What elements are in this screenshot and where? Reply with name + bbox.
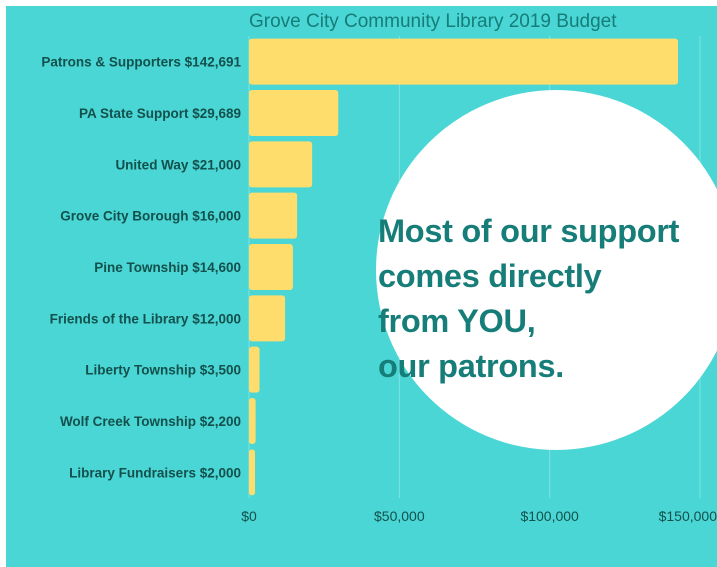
bar <box>249 244 293 290</box>
category-label: Patrons & Supporters $142,691 <box>41 55 241 70</box>
bar <box>249 38 679 85</box>
category-label: Library Fundraisers $2,000 <box>69 465 241 480</box>
category-label: Liberty Township $3,500 <box>85 363 241 378</box>
bar <box>249 346 260 393</box>
callout-line: Most of our support <box>378 213 680 249</box>
bar <box>249 192 298 239</box>
chart-title: Grove City Community Library 2019 Budget <box>249 11 617 32</box>
x-tick-label: $50,000 <box>374 508 425 524</box>
x-tick-label: $150,000 <box>659 508 717 524</box>
bars <box>249 38 679 496</box>
bar <box>249 449 256 496</box>
category-labels: Patrons & Supporters $142,691 PA State Su… <box>41 55 241 481</box>
callout-line: our patrons. <box>378 348 564 384</box>
category-label: Grove City Borough $16,000 <box>60 209 241 224</box>
bar <box>249 295 286 342</box>
bar <box>249 398 256 444</box>
bar <box>249 141 313 188</box>
x-tick-label: $100,000 <box>520 508 579 524</box>
x-tick-label: $0 <box>241 508 257 524</box>
budget-chart: Patrons & Supporters $142,691 PA State Su… <box>6 6 717 567</box>
callout-line: comes directly <box>378 258 602 294</box>
callout-message: Most of our support comes directly from … <box>378 209 717 389</box>
x-axis-ticks: $0 $50,000 $100,000 $150,000 <box>241 508 717 524</box>
bar <box>249 90 339 136</box>
category-label: Friends of the Library $12,000 <box>50 311 241 326</box>
callout-line: from YOU, <box>378 303 536 339</box>
chart-panel: Patrons & Supporters $142,691 PA State Su… <box>6 6 717 567</box>
category-label: Wolf Creek Township $2,200 <box>60 414 241 429</box>
callout-bubble <box>376 90 717 450</box>
category-label: Pine Township $14,600 <box>94 260 241 275</box>
category-label: PA State Support $29,689 <box>79 106 241 121</box>
category-label: United Way $21,000 <box>115 157 241 172</box>
